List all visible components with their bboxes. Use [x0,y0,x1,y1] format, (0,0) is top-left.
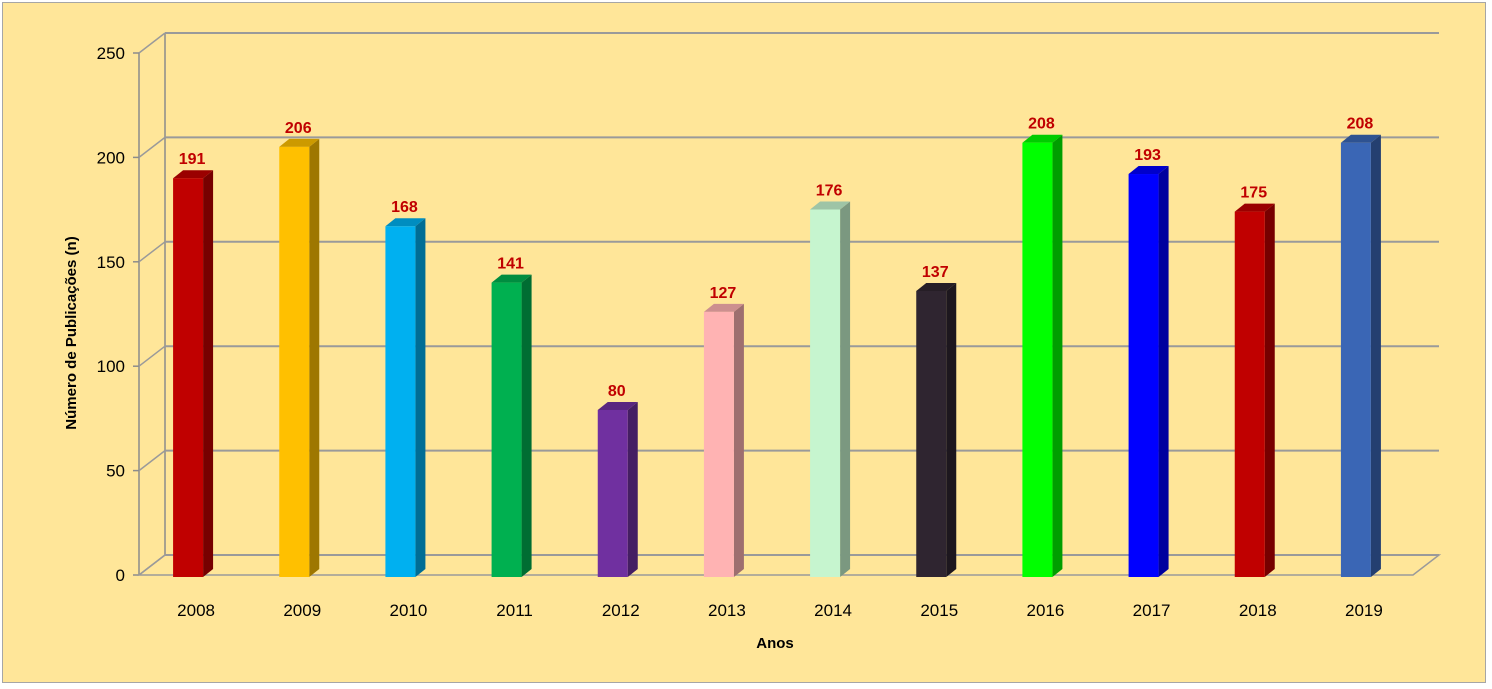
x-tick-label: 2017 [1133,601,1171,620]
bar-chart: 0 50 100 150 200 250 191 206 168 141 80 127 176 137 2… [63,32,1442,652]
bar-top [385,218,426,227]
x-tick-label: 2011 [496,601,533,620]
y-tick-label: 200 [97,148,125,167]
bar-2008 [173,178,204,577]
data-label-2010: 168 [391,199,418,216]
bar-top [597,401,638,410]
data-labels: 191 206 168 141 80 127 176 137 208 193 175 208 [179,116,1374,400]
data-label-2008: 191 [179,151,206,168]
data-label-2011: 141 [497,256,524,273]
x-axis-title: Anos [756,635,794,652]
bar-top [1022,134,1063,143]
y-axis-title: Número de Publicações (n) [63,236,80,429]
bar-side [203,170,214,577]
bar-top [916,282,957,291]
bar-2014 [810,209,841,577]
bar-2018 [1234,211,1265,577]
bar-top [173,170,214,179]
y-tick-label: 250 [97,44,125,63]
data-label-2013: 127 [710,285,737,302]
bar-side [309,138,320,577]
bar-top [279,138,320,147]
y-tick-label: 150 [97,253,125,272]
x-tick-label: 2018 [1239,601,1277,620]
bar-2010 [385,226,416,577]
x-tick-label: 2009 [283,601,321,620]
y-axis-ticks: 0 50 100 150 200 250 [97,44,125,585]
data-label-2019: 208 [1347,116,1374,133]
bar-2012 [597,409,628,577]
y-tick-label: 0 [116,566,125,585]
chart-floor [136,554,1442,576]
x-tick-label: 2014 [814,601,852,620]
bar-side [946,282,957,577]
gridline-connector [138,450,166,472]
bar-side [1264,203,1275,577]
gridline-connector [138,241,166,263]
data-label-2015: 137 [922,264,949,281]
bar-top [1234,203,1275,212]
bar-side [627,401,638,577]
bar-2009 [279,146,310,577]
gridline-connector [138,345,166,367]
bar-top [1128,166,1169,175]
x-tick-label: 2010 [390,601,428,620]
data-label-2017: 193 [1134,147,1161,164]
bar-2016 [1022,142,1053,578]
bar-side [415,218,426,577]
bar-side [840,201,851,577]
x-tick-label: 2013 [708,601,746,620]
x-tick-label: 2015 [920,601,958,620]
data-label-2009: 206 [285,120,312,137]
bar-side [1370,134,1381,578]
floor-outline [136,554,1442,576]
y-tick-label: 50 [106,462,125,481]
bar-2015 [916,290,947,577]
x-tick-label: 2008 [177,601,215,620]
bar-side [1158,166,1169,578]
y-tick-label: 100 [97,357,125,376]
bar-side [733,303,744,577]
data-label-2016: 208 [1028,116,1055,133]
bar-side [521,274,532,577]
bar-side [1052,134,1063,578]
bar-2019 [1340,142,1371,578]
bar-2011 [491,282,522,577]
bar-top [703,303,744,312]
bar-2013 [703,311,734,577]
gridline-connector [138,136,166,158]
data-label-2012: 80 [608,383,626,400]
x-axis-ticks: 2008 2009 2010 2011 2012 2013 2014 2015 2016 2017… [177,601,1383,620]
x-tick-label: 2016 [1027,601,1065,620]
x-tick-label: 2019 [1345,601,1383,620]
bar-top [810,201,851,210]
data-label-2014: 176 [816,183,843,200]
x-tick-label: 2012 [602,601,640,620]
data-label-2018: 175 [1240,185,1267,202]
bar-2017 [1128,174,1159,578]
bars [173,134,1381,578]
bar-top [1340,134,1381,143]
gridline-connector [138,32,166,54]
bar-top [491,274,532,283]
